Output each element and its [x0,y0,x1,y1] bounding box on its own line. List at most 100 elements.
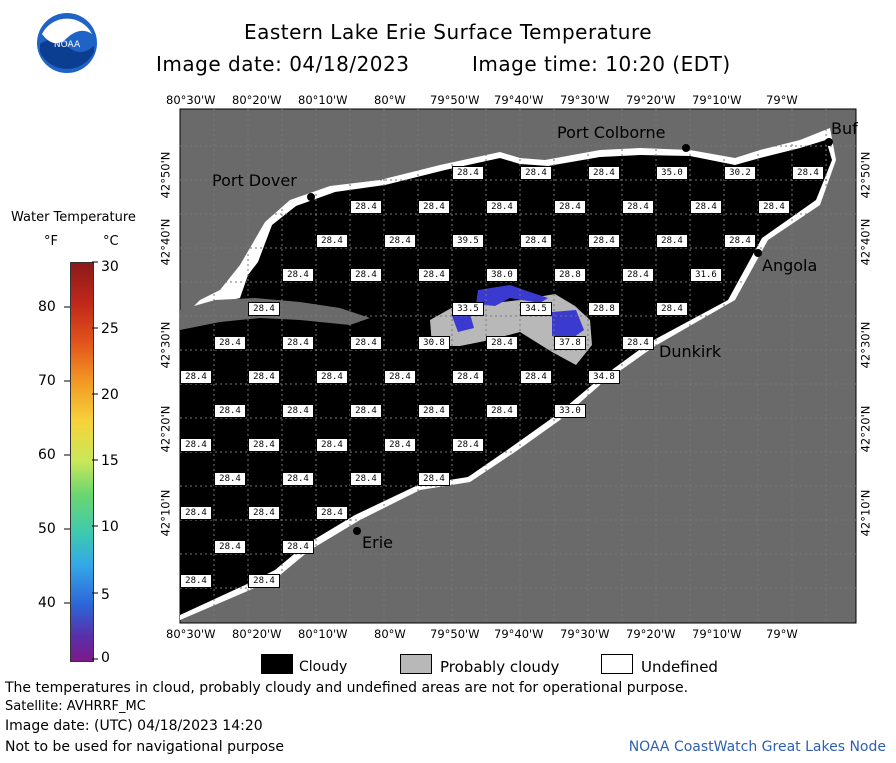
temperature-label: 31.6 [690,268,722,282]
temperature-label: 28.4 [520,370,552,384]
image-time: Image time: 10:20 (EDT) [472,52,731,76]
temperature-label: 28.4 [418,472,450,486]
lat-label-right: 42°10'N [858,489,873,537]
footer-credit: NOAA CoastWatch Great Lakes Node [628,739,886,755]
temperature-label: 28.4 [282,472,314,486]
buffalo-marker [825,138,833,146]
temperature-label: 28.4 [384,370,416,384]
temperature-label: 34.5 [520,302,552,316]
footer-utc-date: Image date: (UTC) 04/18/2023 14:20 [5,718,263,734]
temperature-label: 28.4 [180,574,212,588]
temperature-label: 28.4 [588,166,620,180]
temperature-label: 28.4 [248,370,280,384]
lon-label-bottom: 80°20'W [232,627,282,641]
label-angola: Angola [762,256,818,275]
lat-label-right: 42°40'N [858,218,873,266]
temperature-label: 28.4 [214,404,246,418]
cold-water-area-2 [552,310,584,340]
lat-label-right: 42°20'N [858,405,873,453]
lon-label-bottom: 80°10'W [298,627,348,641]
footer-nav-warning: Not to be used for navigational purpose [5,739,284,755]
temperature-label: 28.4 [180,438,212,452]
temperature-label: 28.4 [316,506,348,520]
temperature-label: 28.4 [486,404,518,418]
lon-label-top: 79°W [766,93,798,107]
temperature-label: 28.4 [316,234,348,248]
temperature-label: 28.4 [588,234,620,248]
temperature-label: 28.4 [180,506,212,520]
lat-label-right: 42°30'N [858,321,873,369]
temperature-label: 28.4 [622,336,654,350]
label-dunkirk: Dunkirk [659,342,722,361]
temperature-label: 28.4 [622,268,654,282]
temperature-label: 28.4 [316,438,348,452]
city-markers [307,138,833,535]
temperature-label: 28.4 [520,166,552,180]
temperature-label: 28.4 [350,404,382,418]
temperature-label: 28.4 [418,200,450,214]
noaa-logo: NOAA [36,12,98,74]
lat-label-left: 42°30'N [158,321,173,369]
c-tick-25: 25 [101,321,119,337]
temperature-label: 28.4 [792,166,824,180]
temperature-label: 28.4 [690,200,722,214]
temperature-label: 28.4 [248,506,280,520]
f-tick-80: 80 [38,299,56,315]
footer-satellite: Satellite: AVHRRF_MC [5,699,146,714]
lon-label-top: 80°30'W [166,93,216,107]
temperature-label: 28.4 [350,472,382,486]
temperature-label: 33.5 [452,302,484,316]
temperature-label: 28.4 [350,336,382,350]
temperature-label: 33.0 [554,404,586,418]
temperature-label: 35.0 [656,166,688,180]
temperature-label: 28.4 [758,200,790,214]
temperature-label: 28.4 [248,574,280,588]
temperature-label: 28.4 [282,404,314,418]
graticule [180,109,856,623]
c-tick-30: 30 [101,259,119,275]
colorbar-unit-f: °F [44,234,58,249]
erie-marker [353,527,361,535]
temperature-label: 28.4 [180,370,212,384]
colorbar-title: Water Temperature [11,210,136,225]
lon-label-bottom: 79°50'W [430,627,480,641]
temperature-label: 38.0 [486,268,518,282]
footer-disclaimer: The temperatures in cloud, probably clou… [5,680,689,696]
colorbar-ticks [64,261,98,660]
temperature-label: 37.8 [554,336,586,350]
lon-label-top: 79°30'W [560,93,610,107]
legend-label-cloudy: Cloudy [299,659,348,675]
lat-label-left: 42°40'N [158,218,173,266]
temperature-label: 28.4 [350,268,382,282]
lon-label-top: 79°50'W [430,93,480,107]
colorbar-gradient [70,262,94,662]
temperature-label: 39.5 [452,234,484,248]
f-tick-70: 70 [38,373,56,389]
lat-label-left: 42°50'N [158,151,173,199]
noaa-logo-text: NOAA [54,40,81,50]
lon-label-bottom: 80°30'W [166,627,216,641]
lon-label-bottom: 79°40'W [494,627,544,641]
lon-label-bottom: 80°W [374,627,406,641]
temperature-label: 28.4 [316,370,348,384]
temperature-label: 28.4 [418,268,450,282]
lon-label-top: 79°20'W [626,93,676,107]
colorbar-unit-c: °C [103,234,119,249]
label-erie: Erie [362,533,393,552]
angola-marker [754,249,762,257]
port-colborne-marker [682,144,690,152]
temperature-label: 28.4 [282,268,314,282]
lat-label-left: 42°10'N [158,489,173,537]
lon-label-top: 79°40'W [494,93,544,107]
temperature-label: 30.2 [724,166,756,180]
label-port-colborne: Port Colborne [557,123,666,142]
legend-swatch-probably-cloudy [400,654,432,674]
f-tick-60: 60 [38,447,56,463]
temperature-label: 28.4 [248,438,280,452]
label-buffalo: Buf [831,119,858,138]
temperature-label: 28.4 [214,540,246,554]
lon-label-top: 80°20'W [232,93,282,107]
temperature-label: 28.4 [486,336,518,350]
lat-label-right: 42°50'N [858,151,873,199]
